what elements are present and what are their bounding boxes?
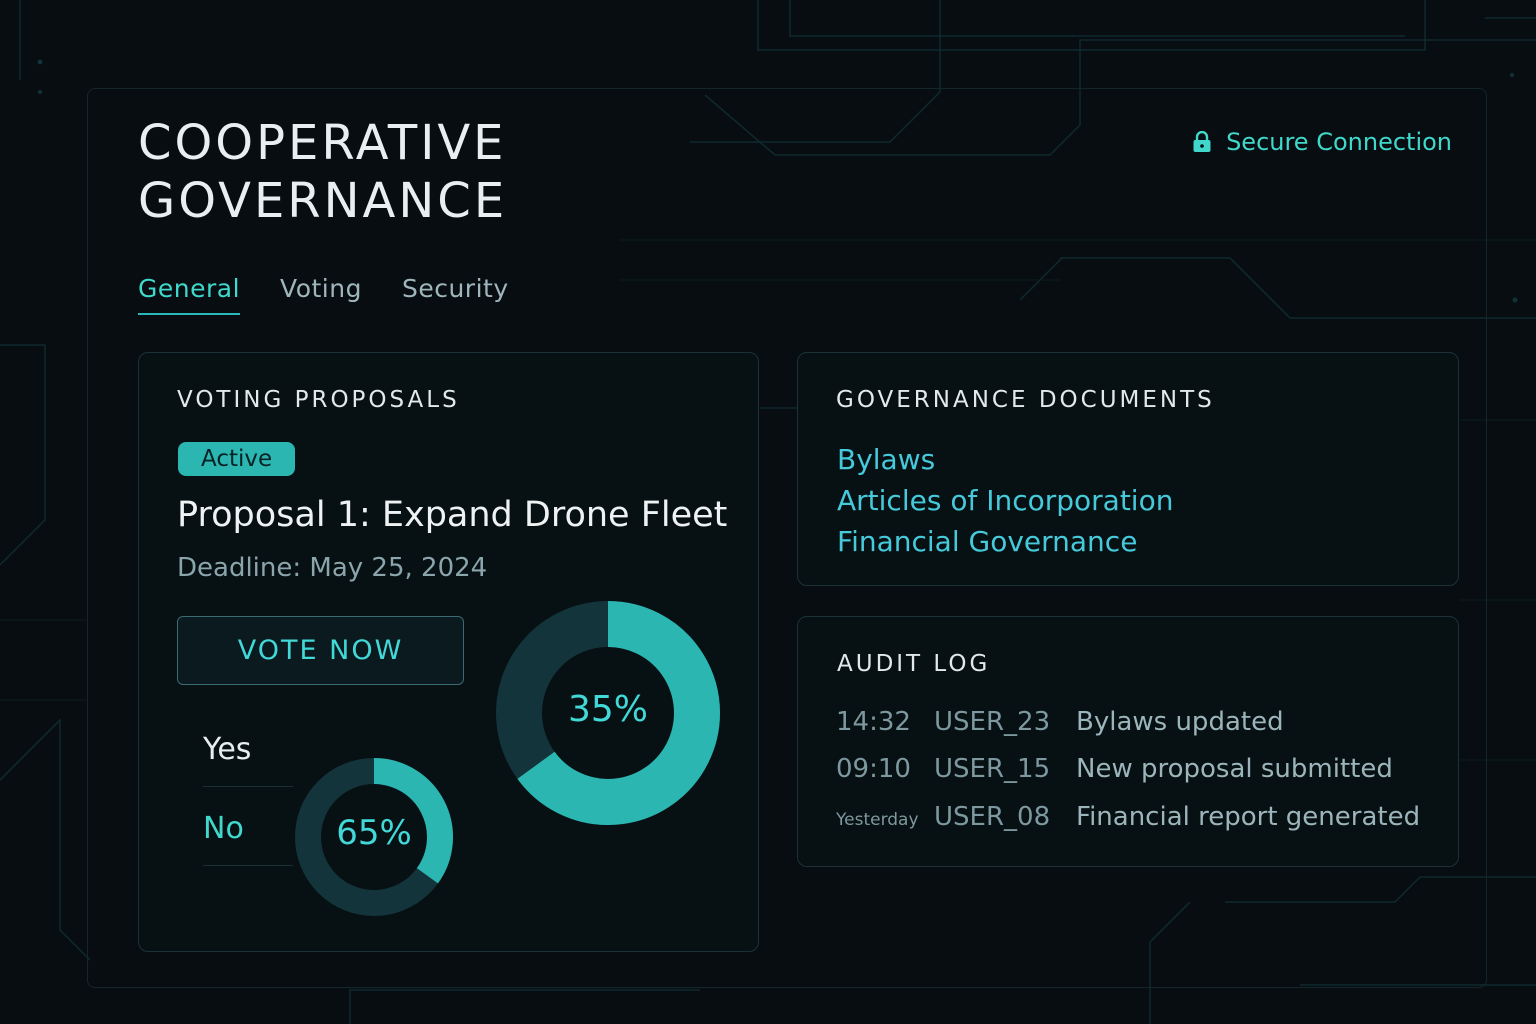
tab-general[interactable]: General [138,274,241,315]
secure-connection-label: Secure Connection [1226,128,1452,156]
tab-bar: General Voting Security [138,274,509,315]
audit-log-row: 09:10 USER_15 New proposal submitted [836,754,1393,784]
proposal-title: Proposal 1: Expand Drone Fleet [177,495,728,535]
page-title: COOPERATIVE GOVERNANCE [138,114,507,230]
log-time: Yesterday [836,810,919,830]
audit-log-row: Yesterday USER_08 Financial report gener… [836,802,1420,832]
voting-proposals-heading: VOTING PROPOSALS [177,387,460,413]
proposal-deadline: Deadline: May 25, 2024 [177,553,488,583]
donut-large-segment [517,601,720,825]
donut-chart-large [496,601,720,825]
document-list: Bylaws Articles of Incorporation Financi… [837,439,1173,562]
log-event: Financial report generated [1076,802,1421,832]
donut-large-value: 35% [567,689,648,730]
donut-small-segment [373,758,453,884]
app-frame [87,88,1487,988]
governance-documents-heading: GOVERNANCE DOCUMENTS [836,387,1215,413]
document-link-bylaws[interactable]: Bylaws [837,443,936,476]
secure-connection-indicator: Secure Connection [1192,128,1452,156]
log-time: 14:32 [836,707,911,737]
audit-log-card: AUDIT LOG 14:32 USER_23 Bylaws updated 0… [797,616,1459,867]
log-user: USER_23 [934,707,1051,737]
tab-security[interactable]: Security [401,274,509,303]
status-badge: Active [178,442,296,476]
governance-documents-card: GOVERNANCE DOCUMENTS Bylaws Articles of … [797,352,1459,586]
log-event: Bylaws updated [1076,707,1284,737]
log-event: New proposal submitted [1076,754,1393,784]
log-user: USER_08 [934,802,1051,832]
page-title-line-1: COOPERATIVE [138,115,507,171]
tab-voting[interactable]: Voting [280,274,362,303]
voting-proposals-card: VOTING PROPOSALS Active Proposal 1: Expa… [138,352,759,952]
donut-chart-small [295,758,453,916]
lock-icon [1193,131,1211,152]
document-link-articles-of-incorporation[interactable]: Articles of Incorporation [837,484,1174,517]
document-link-financial-governance[interactable]: Financial Governance [837,525,1138,558]
vote-now-button[interactable]: VOTE NOW [177,616,464,685]
legend-divider [203,865,293,866]
legend-no-label: No [203,811,244,846]
audit-log-row: 14:32 USER_23 Bylaws updated [836,707,1284,737]
audit-log-heading: AUDIT LOG [837,651,991,677]
log-time: 09:10 [836,754,911,784]
log-user: USER_15 [934,754,1051,784]
page-title-line-2: GOVERNANCE [138,173,508,229]
legend-divider [203,786,293,787]
legend-yes-label: Yes [203,732,252,767]
donut-small-value: 65% [336,813,412,853]
